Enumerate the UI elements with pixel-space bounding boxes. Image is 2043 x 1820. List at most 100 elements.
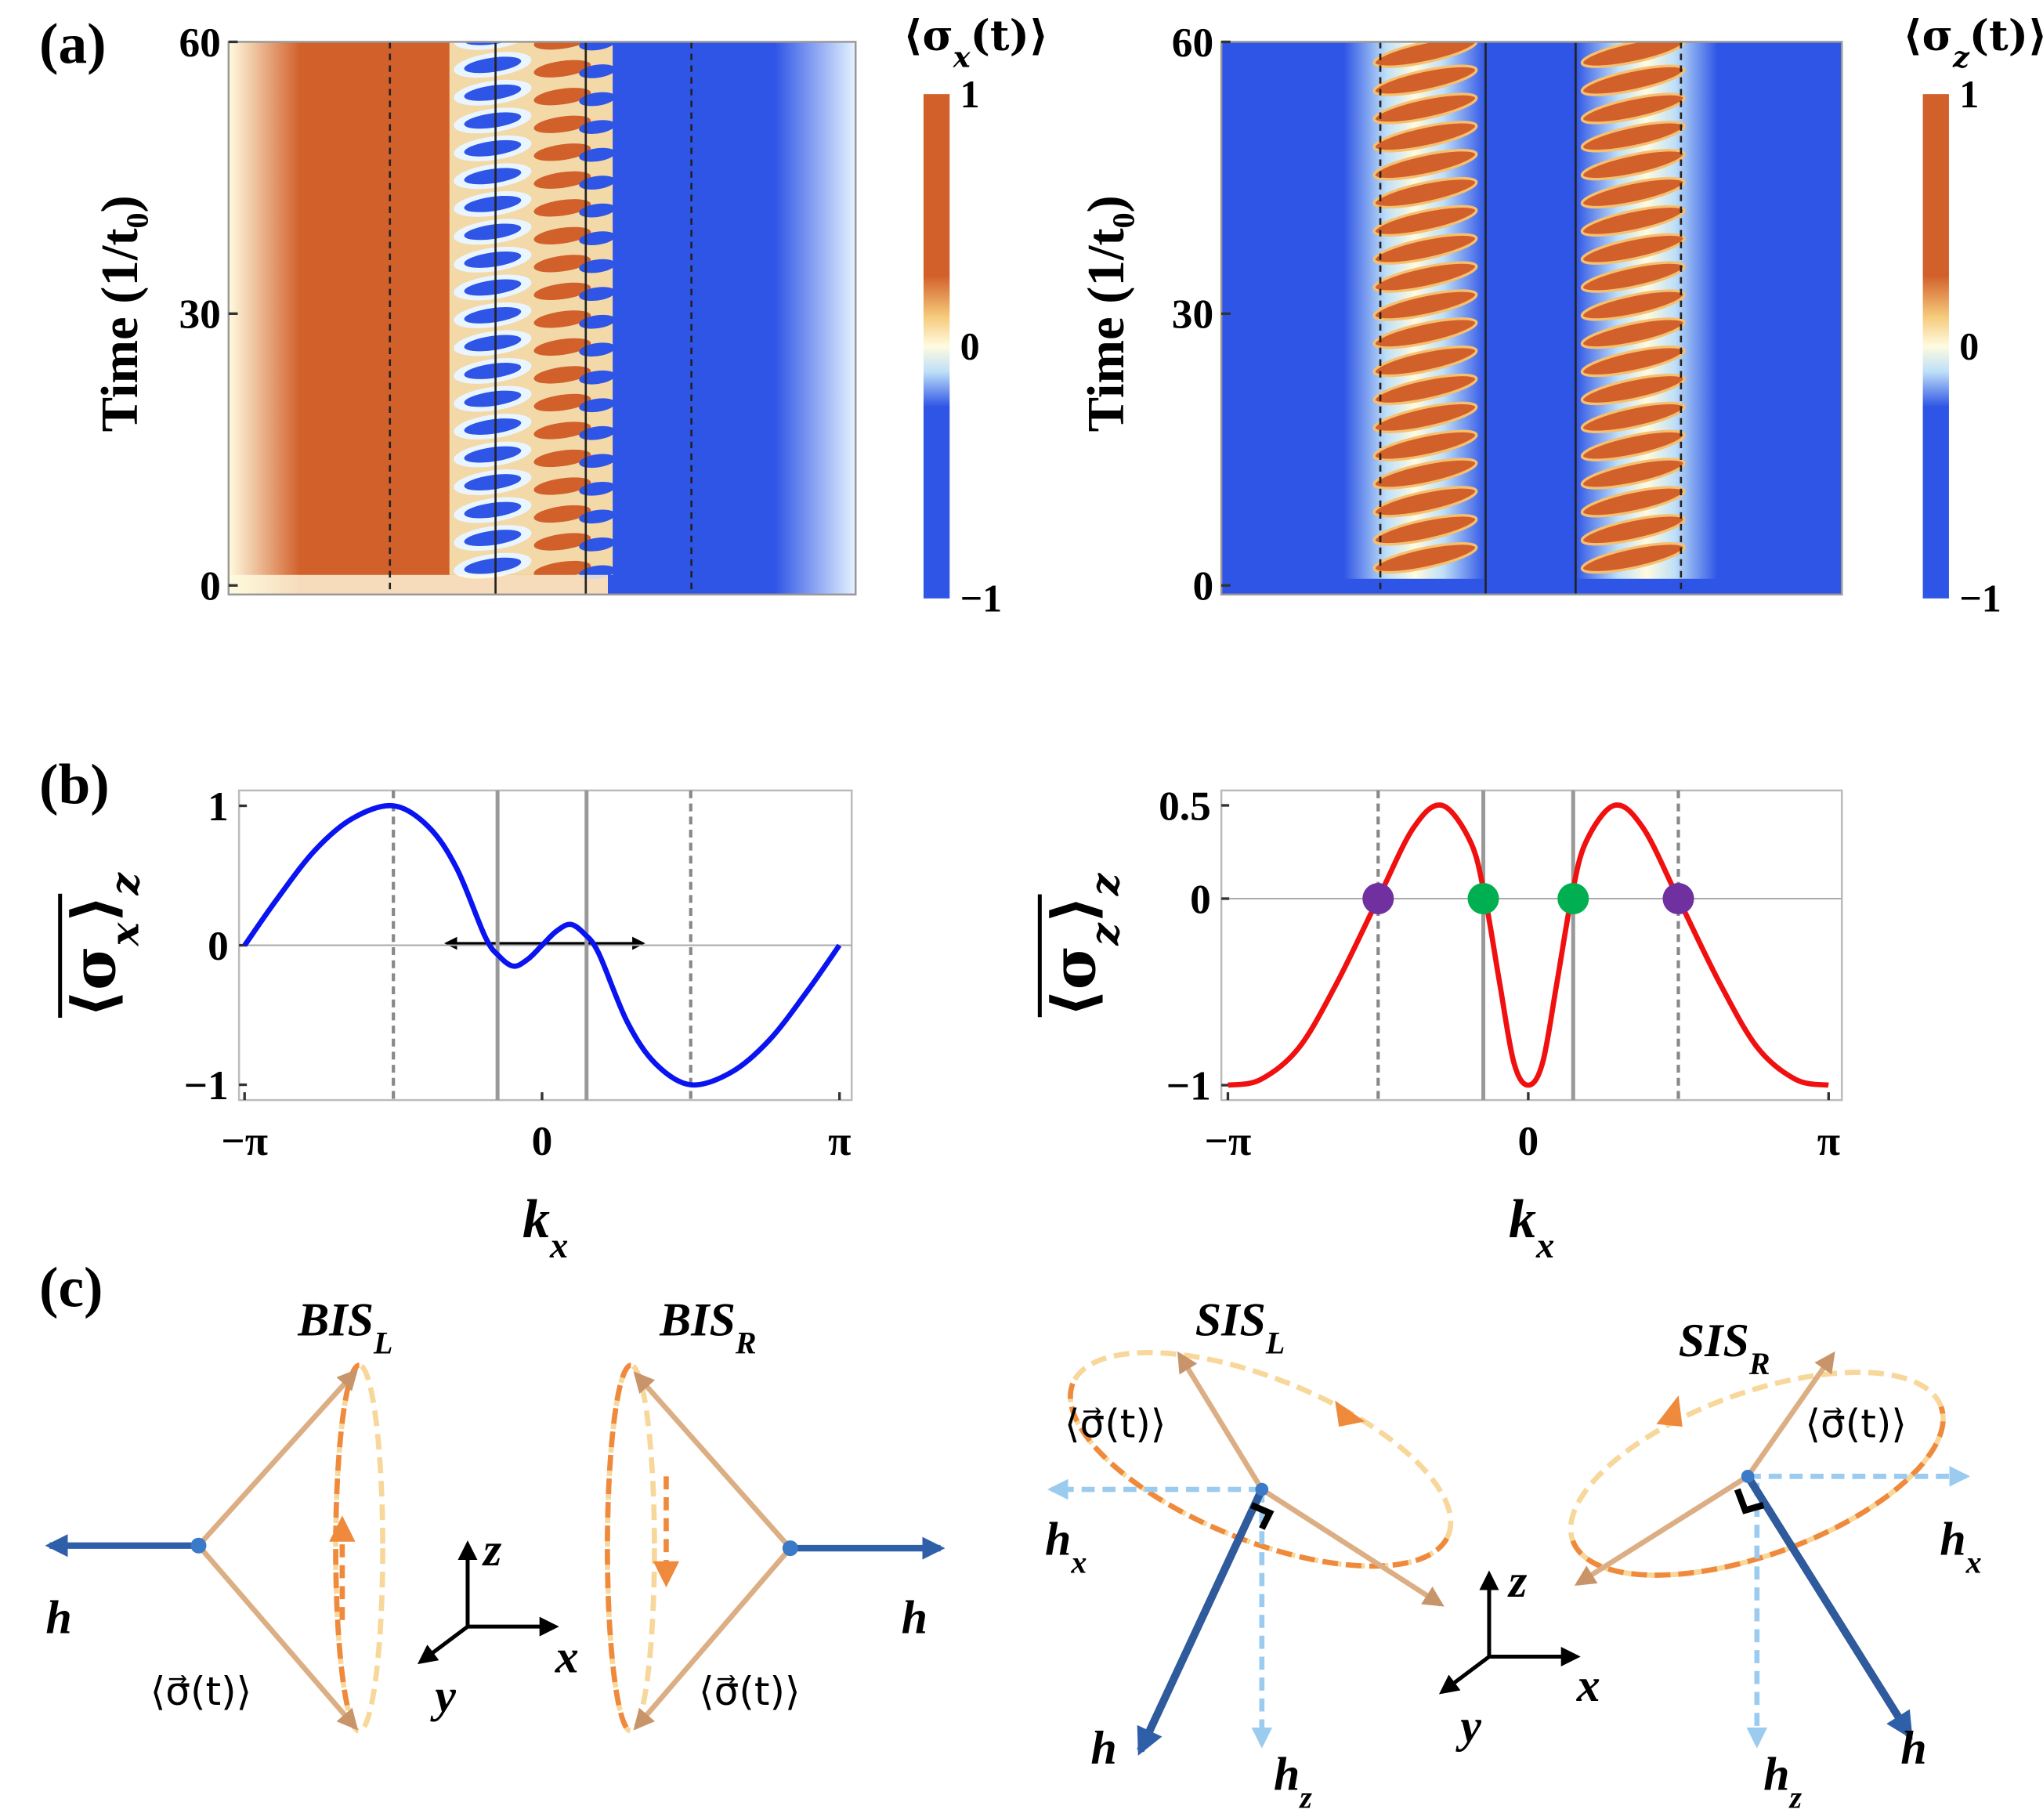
hx-label: hx <box>1045 1513 1087 1579</box>
heat-blob <box>1372 401 1478 434</box>
heat-blob <box>464 390 522 407</box>
y-tick-label: 1 <box>208 783 229 830</box>
x-axis-title: kx <box>523 1189 568 1266</box>
panel-label: (a) <box>39 12 107 75</box>
label-main: BIS <box>297 1294 374 1345</box>
heat-blob <box>464 446 522 463</box>
y-axis-title-text: ⟨σz⟩z <box>1039 872 1127 1017</box>
sis-label: SISL <box>1195 1294 1285 1359</box>
heat-blob <box>533 422 591 440</box>
colorbar-title-part: (t)⟩ <box>1969 10 2043 60</box>
heat-blob <box>579 64 616 78</box>
bis-label: BISL <box>297 1294 392 1359</box>
axes-triad: z x y <box>1438 1555 1600 1752</box>
colorbar-title-part: (t)⟩ <box>971 10 1049 60</box>
heat-blob <box>533 171 591 189</box>
x-tick-label: 0 <box>532 1117 553 1164</box>
heat-blob <box>579 175 616 190</box>
heat-blob <box>533 143 591 161</box>
heat-blob <box>1580 429 1686 461</box>
colorbar-title: ⟨σx(t)⟩ <box>903 10 1048 73</box>
label-sub: L <box>373 1325 392 1360</box>
label-sub: R <box>735 1325 757 1360</box>
heatmap <box>1221 42 1842 595</box>
axis-label: x <box>1576 1659 1600 1711</box>
heat-blob <box>579 425 616 440</box>
y-tick-label: 60 <box>1172 19 1213 66</box>
label-sub: x <box>1070 1544 1087 1579</box>
heat-blob <box>533 560 591 579</box>
curve <box>242 802 842 1088</box>
heat-blob <box>464 251 522 268</box>
heat-blob <box>533 226 591 244</box>
heat-blob <box>579 370 616 385</box>
heat-blob <box>533 60 591 78</box>
sis-label: SISR <box>1679 1315 1770 1380</box>
h-label: h⃗ <box>902 1591 964 1643</box>
heat-blob <box>464 168 522 185</box>
heat-blob <box>533 477 591 495</box>
heat-blob <box>464 112 522 129</box>
label-sub: L <box>1265 1325 1285 1360</box>
panel-label: (c) <box>39 1256 103 1319</box>
y-tick-label: 0 <box>1192 563 1213 610</box>
heat-blob <box>1372 176 1478 209</box>
axis-label: x <box>555 1630 579 1682</box>
y-tick-label: 0 <box>200 563 221 610</box>
heat-blob <box>533 449 591 468</box>
heat-blob <box>1580 204 1686 237</box>
heat-blob <box>1580 176 1686 209</box>
y-axis-title-part: z <box>101 871 147 896</box>
label-main: SIS <box>1195 1294 1266 1345</box>
heat-blob <box>1372 486 1478 518</box>
y-tick-label: −1 <box>184 1062 229 1109</box>
heat-blob <box>579 259 616 273</box>
heat-blob <box>579 147 616 162</box>
heat-blob <box>1580 261 1686 293</box>
bis-label: BISR <box>659 1294 756 1359</box>
y-tick-label: 0 <box>208 922 229 969</box>
colorbar-tick-label: 0 <box>960 324 980 368</box>
heat-blob <box>579 537 616 552</box>
marker-dot <box>1662 882 1694 915</box>
heat-blob <box>1372 345 1478 378</box>
heat-blob <box>533 393 591 412</box>
y-tick-label: 30 <box>1172 291 1213 338</box>
label-main: h <box>1763 1749 1789 1800</box>
y-axis-title-part: z <box>1081 922 1127 946</box>
y-axis-title-part: ⟨σ <box>1039 946 1109 1018</box>
heat-blob <box>1372 204 1478 237</box>
heat-blob <box>1580 541 1686 574</box>
heat-blob <box>464 363 522 379</box>
label-main: BIS <box>659 1294 736 1345</box>
heat-blob <box>579 398 616 413</box>
heat-blob <box>1580 401 1686 434</box>
colorbar-tick-label: 1 <box>1959 72 1979 116</box>
y-tick-label: −1 <box>1166 1062 1211 1109</box>
heatmap <box>228 42 856 595</box>
heat-blob <box>1372 64 1478 96</box>
heat-blob <box>1372 289 1478 321</box>
label-main: h <box>1940 1513 1965 1565</box>
sigma-label: ⟨σ⃗(t)⟩ <box>1806 1401 1907 1446</box>
heat-edge <box>228 42 301 595</box>
heat-blob <box>1372 233 1478 265</box>
heat-blob <box>533 310 591 328</box>
heat-blob <box>579 314 616 329</box>
heat-blob <box>1580 121 1686 153</box>
heat-blob <box>464 139 522 157</box>
sigma-label: ⟨σ⃗(t)⟩ <box>150 1669 251 1714</box>
hx-label: hx <box>1940 1513 1981 1579</box>
y-axis-title-part: ⟨σ <box>60 946 130 1018</box>
heat-blob <box>1372 121 1478 153</box>
heat-blob <box>1580 149 1686 181</box>
h-label: h⃗ <box>45 1591 108 1643</box>
heat-blob <box>579 120 616 134</box>
y-axis-title-part: x <box>101 921 147 946</box>
hz-label: hz <box>1274 1749 1312 1815</box>
heat-blob <box>533 366 591 384</box>
axes-triad: z x y <box>417 1524 579 1722</box>
marker-dot <box>1557 882 1589 915</box>
heat-blob <box>464 335 522 352</box>
